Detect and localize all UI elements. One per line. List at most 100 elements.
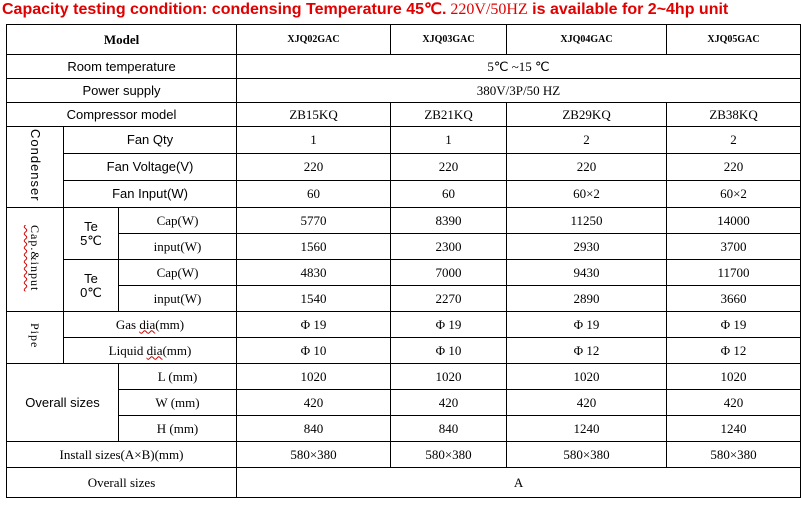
length-1: 1020 xyxy=(236,363,392,390)
te0-cap-1: 4830 xyxy=(236,259,392,286)
te5-cap-2: 8390 xyxy=(390,207,508,234)
table-row-power-supply: Power supply 380V/3P/50 HZ xyxy=(5,78,801,103)
gas-dia-label: Gas dia(mm) xyxy=(62,311,238,338)
gas-dia-3: Φ 19 xyxy=(506,311,668,338)
fan-voltage-3: 220 xyxy=(506,153,668,181)
liquid-dia-1: Φ 10 xyxy=(236,337,392,364)
width-3: 420 xyxy=(506,389,668,416)
fan-voltage-1: 220 xyxy=(236,153,392,181)
table-row-gas-dia: Pipe Gas dia(mm) Φ 19 Φ 19 Φ 19 Φ 19 xyxy=(6,311,801,364)
height-1: 840 xyxy=(236,415,392,442)
table-row-model: Model XJQ02GAC XJQ03GAC XJQ04GAC XJQ05GA… xyxy=(5,24,801,55)
pipe-group-cell: Pipe xyxy=(6,311,64,364)
fan-voltage-4: 220 xyxy=(666,153,801,181)
table-row-overall-sizes-footer: Overall sizes A xyxy=(5,467,801,498)
te0-cap-3: 9430 xyxy=(506,259,668,286)
install-sizes-3: 580×380 xyxy=(506,441,668,468)
te5-cap-4: 14000 xyxy=(666,207,801,234)
liquid-dia-label: Liquid dia(mm) xyxy=(62,337,238,364)
te0-input-4: 3660 xyxy=(666,285,801,312)
liquid-dia-3: Φ 12 xyxy=(506,337,668,364)
install-sizes-2: 580×380 xyxy=(390,441,508,468)
liquid-dia-4: Φ 12 xyxy=(666,337,801,364)
length-4: 1020 xyxy=(666,363,801,390)
te0-label: Te 0℃ xyxy=(63,259,119,312)
model-3: XJQ04GAC xyxy=(506,24,668,55)
room-temperature-value: 5℃ ~15 ℃ xyxy=(236,54,801,79)
length-3: 1020 xyxy=(506,363,668,390)
te0-cap-label: Cap(W) xyxy=(117,259,238,286)
table-row-fan-qty: Condenser Fan Qty 1 1 2 2 xyxy=(6,126,801,208)
table-row-install-sizes: Install sizes(A×B)(mm) 580×380 580×380 5… xyxy=(5,441,801,468)
fan-input-label: Fan Input(W) xyxy=(62,180,238,208)
condenser-group-cell: Condenser xyxy=(6,126,64,208)
overall-sizes-footer-label: Overall sizes xyxy=(5,467,238,498)
te0-input-label: input(W) xyxy=(117,285,238,312)
model-label: Model xyxy=(5,24,238,55)
te5-label-line2: 5℃ xyxy=(80,232,102,248)
fan-input-3: 60×2 xyxy=(506,180,668,208)
te0-cap-2: 7000 xyxy=(390,259,508,286)
fan-input-2: 60 xyxy=(390,180,508,208)
power-supply-value: 380V/3P/50 HZ xyxy=(236,78,801,103)
table-row-te5-input: input(W) 1560 2300 2930 3700 xyxy=(7,233,801,260)
table-row-fan-voltage: Fan Voltage(V) 220 220 220 220 xyxy=(7,153,801,181)
te0-cap-4: 11700 xyxy=(666,259,801,286)
height-2: 840 xyxy=(390,415,508,442)
room-temperature-label: Room temperature xyxy=(5,54,238,79)
te5-input-1: 1560 xyxy=(236,233,392,260)
liquid-dia-2: Φ 10 xyxy=(390,337,508,364)
height-label: H (mm) xyxy=(117,415,238,442)
compressor-model-1: ZB15KQ xyxy=(236,102,392,127)
table-row-liquid-dia: Liquid dia(mm) Φ 10 Φ 10 Φ 12 Φ 12 xyxy=(7,337,801,364)
gas-dia-1: Φ 19 xyxy=(236,311,392,338)
overall-sizes-footer-value: A xyxy=(236,467,801,498)
te5-label: Te 5℃ xyxy=(63,207,119,260)
fan-input-4: 60×2 xyxy=(666,180,801,208)
compressor-model-2: ZB21KQ xyxy=(390,102,508,127)
pipe-group-label: Pipe xyxy=(28,323,42,349)
te0-label-line1: Te xyxy=(84,270,98,286)
te5-label-line1: Te xyxy=(84,218,98,234)
fan-qty-4: 2 xyxy=(666,126,801,154)
te0-input-2: 2270 xyxy=(390,285,508,312)
height-4: 1240 xyxy=(666,415,801,442)
te5-cap-label: Cap(W) xyxy=(117,207,238,234)
overall-sizes-group-label: Overall sizes xyxy=(6,363,119,442)
te5-input-label: input(W) xyxy=(117,233,238,260)
liquid-dia-label-pre: Liquid xyxy=(108,342,147,358)
compressor-model-label: Compressor model xyxy=(5,102,238,127)
fan-qty-1: 1 xyxy=(236,126,392,154)
condenser-group-label: Condenser xyxy=(28,129,43,202)
te5-cap-3: 11250 xyxy=(506,207,668,234)
te5-input-2: 2300 xyxy=(390,233,508,260)
model-4: XJQ05GAC xyxy=(666,24,801,55)
height-3: 1240 xyxy=(506,415,668,442)
table-row-height: H (mm) 840 840 1240 1240 xyxy=(7,415,801,442)
table-row-room-temperature: Room temperature 5℃ ~15 ℃ xyxy=(5,54,801,79)
install-sizes-4: 580×380 xyxy=(666,441,801,468)
fan-voltage-2: 220 xyxy=(390,153,508,181)
power-supply-label: Power supply xyxy=(5,78,238,103)
te5-cap-1: 5770 xyxy=(236,207,392,234)
width-label: W (mm) xyxy=(117,389,238,416)
width-2: 420 xyxy=(390,389,508,416)
table-row-te0-input: input(W) 1540 2270 2890 3660 xyxy=(7,285,801,312)
te0-label-line2: 0℃ xyxy=(80,284,102,300)
gas-dia-2: Φ 19 xyxy=(390,311,508,338)
width-1: 420 xyxy=(236,389,392,416)
title-part2: 220V/50HZ xyxy=(446,1,528,18)
fan-input-1: 60 xyxy=(236,180,392,208)
compressor-model-4: ZB38KQ xyxy=(666,102,801,127)
fan-voltage-label: Fan Voltage(V) xyxy=(62,153,238,181)
liquid-dia-label-squig: dia xyxy=(146,342,163,358)
title-part1: Capacity testing condition: condensing T… xyxy=(2,1,447,18)
spec-table: Model XJQ02GAC XJQ03GAC XJQ04GAC XJQ05GA… xyxy=(5,24,801,498)
title-part3: is available for 2~4hp unit xyxy=(527,1,729,18)
model-2: XJQ03GAC xyxy=(390,24,508,55)
capacity-group-cell: Cap.&input xyxy=(6,207,64,312)
liquid-dia-label-post: (mm) xyxy=(162,342,192,358)
table-row-fan-input: Fan Input(W) 60 60 60×2 60×2 xyxy=(7,180,801,208)
gas-dia-4: Φ 19 xyxy=(666,311,801,338)
gas-dia-label-post: (mm) xyxy=(155,316,185,332)
